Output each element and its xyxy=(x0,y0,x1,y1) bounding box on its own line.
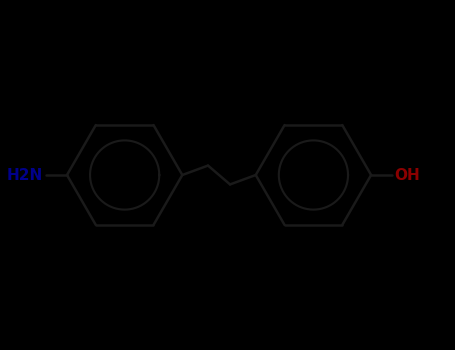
Text: H2N: H2N xyxy=(7,168,43,182)
Text: OH: OH xyxy=(394,168,420,182)
